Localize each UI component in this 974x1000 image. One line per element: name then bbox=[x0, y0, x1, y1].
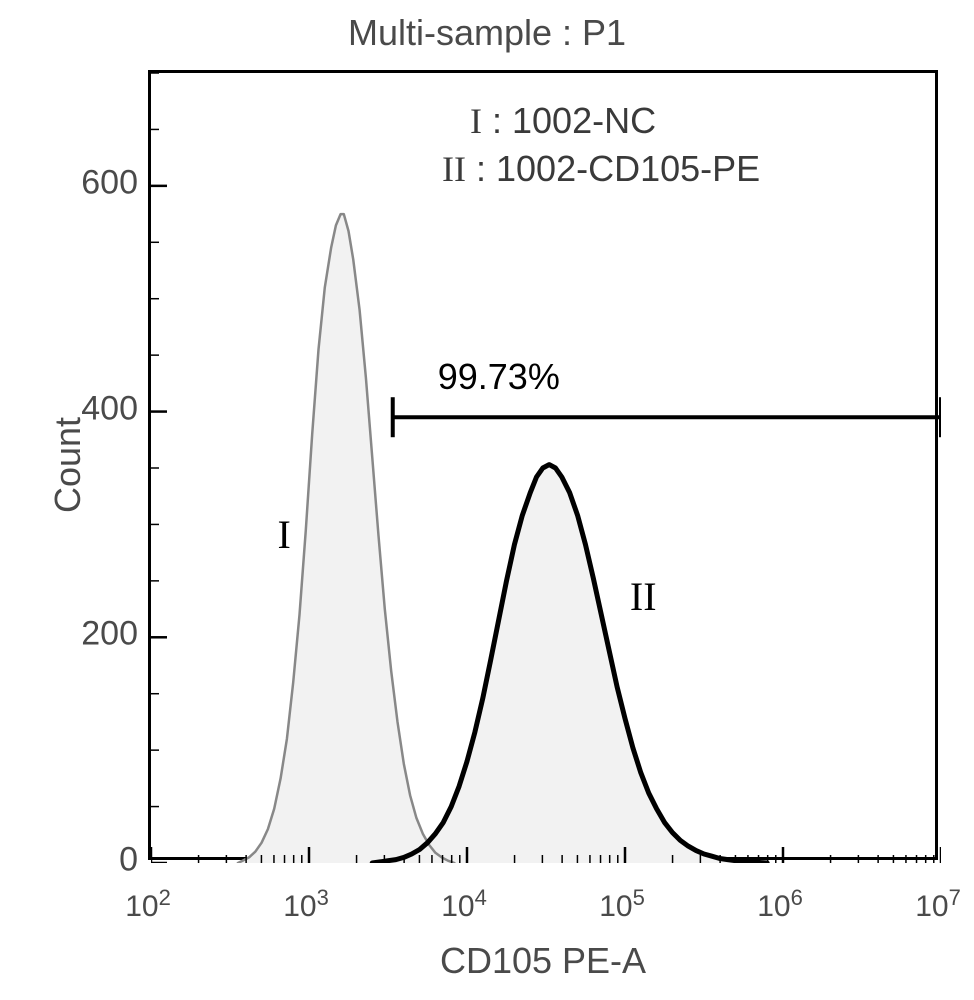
y-axis-label: Count bbox=[47, 417, 89, 513]
x-tick-label: 105 bbox=[599, 885, 645, 924]
x-tick-label: 102 bbox=[125, 885, 171, 924]
chart-title: Multi-sample : P1 bbox=[0, 12, 974, 54]
curve-label-II: II bbox=[630, 573, 657, 620]
x-tick-label: 106 bbox=[757, 885, 803, 924]
y-tick-label: 400 bbox=[81, 389, 138, 428]
x-axis-label: CD105 PE-A bbox=[148, 940, 938, 982]
histogram-chart: Multi-sample : P1 Count CD105 PE-A I : 1… bbox=[0, 0, 974, 1000]
curve-label-I: I bbox=[278, 511, 291, 558]
legend-item-2-marker: II : 1002-CD105-PE bbox=[442, 148, 760, 190]
x-tick-label: 107 bbox=[915, 885, 961, 924]
y-tick-label: 600 bbox=[81, 163, 138, 202]
legend-item-2-text: 1002-CD105-PE bbox=[496, 148, 760, 189]
y-tick-label: 0 bbox=[119, 841, 138, 880]
gate-percentage: 99.73% bbox=[438, 356, 560, 398]
x-tick-label: 103 bbox=[283, 885, 329, 924]
legend-item-1-text: 1002-NC bbox=[512, 100, 656, 141]
legend-item-1-marker: I : 1002-NC bbox=[470, 100, 656, 142]
x-tick-label: 104 bbox=[441, 885, 487, 924]
y-tick-label: 200 bbox=[81, 615, 138, 654]
plot-svg bbox=[151, 73, 941, 863]
